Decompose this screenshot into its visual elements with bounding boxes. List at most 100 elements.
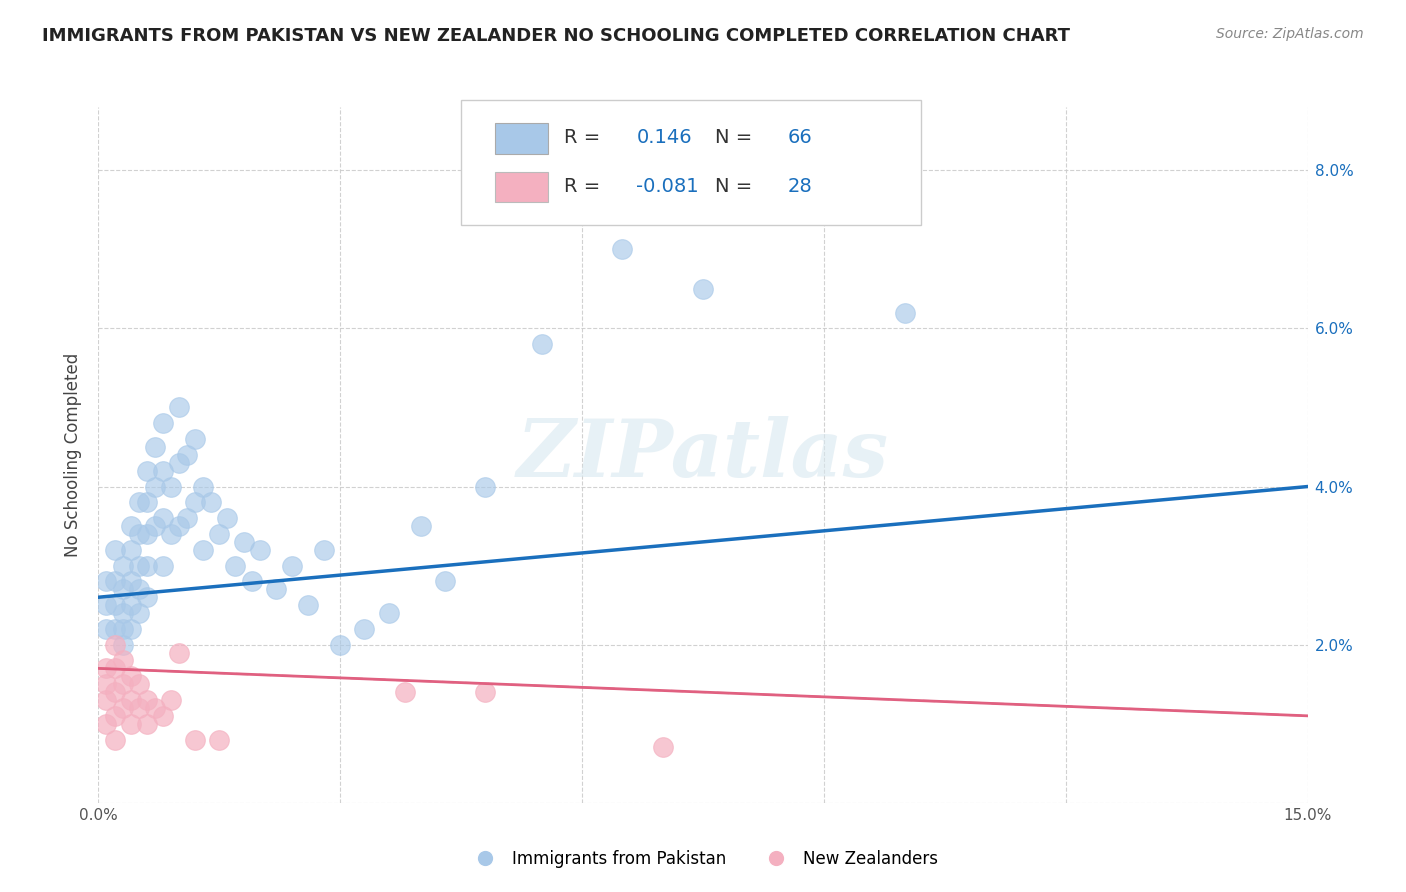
Point xyxy=(193,542,215,557)
Point xyxy=(128,495,150,509)
FancyBboxPatch shape xyxy=(495,172,548,202)
Point xyxy=(128,677,150,691)
Point xyxy=(297,598,319,612)
Point xyxy=(135,464,157,478)
Point xyxy=(232,534,254,549)
Point xyxy=(474,685,496,699)
Text: IMMIGRANTS FROM PAKISTAN VS NEW ZEALANDER NO SCHOOLING COMPLETED CORRELATION CHA: IMMIGRANTS FROM PAKISTAN VS NEW ZEALANDE… xyxy=(42,27,1070,45)
Point xyxy=(224,558,246,573)
Point xyxy=(377,606,399,620)
Point xyxy=(612,243,634,257)
Point xyxy=(208,732,231,747)
Point xyxy=(167,519,190,533)
Point xyxy=(353,622,375,636)
Point xyxy=(103,685,125,699)
Point xyxy=(167,401,190,415)
Point xyxy=(143,440,166,454)
FancyBboxPatch shape xyxy=(461,100,921,226)
Point xyxy=(152,511,174,525)
Point xyxy=(96,661,118,675)
Point xyxy=(184,732,207,747)
Text: N =: N = xyxy=(716,177,759,196)
Text: ZIPatlas: ZIPatlas xyxy=(517,417,889,493)
Point xyxy=(103,574,125,589)
Point xyxy=(111,622,134,636)
Point xyxy=(143,519,166,533)
Point xyxy=(128,558,150,573)
FancyBboxPatch shape xyxy=(495,123,548,153)
Point xyxy=(111,677,134,691)
Point xyxy=(160,693,183,707)
Point xyxy=(111,653,134,667)
Point xyxy=(111,606,134,620)
Point xyxy=(135,693,157,707)
Point xyxy=(208,527,231,541)
Point xyxy=(160,527,183,541)
Point xyxy=(692,282,714,296)
Point xyxy=(128,527,150,541)
Point xyxy=(96,693,118,707)
Point xyxy=(200,495,222,509)
Point xyxy=(143,701,166,715)
Point xyxy=(128,701,150,715)
Point xyxy=(240,574,263,589)
Text: Source: ZipAtlas.com: Source: ZipAtlas.com xyxy=(1216,27,1364,41)
Point xyxy=(217,511,239,525)
Point xyxy=(103,708,125,723)
Point xyxy=(394,685,416,699)
Point xyxy=(530,337,553,351)
Point xyxy=(128,582,150,597)
Point xyxy=(651,740,673,755)
Point xyxy=(120,669,142,683)
Point xyxy=(184,495,207,509)
Text: -0.081: -0.081 xyxy=(637,177,699,196)
Point xyxy=(176,448,198,462)
Point xyxy=(96,716,118,731)
Point xyxy=(152,417,174,431)
Text: 28: 28 xyxy=(787,177,813,196)
Point xyxy=(111,638,134,652)
Point xyxy=(103,638,125,652)
Point xyxy=(176,511,198,525)
Point xyxy=(120,716,142,731)
Y-axis label: No Schooling Completed: No Schooling Completed xyxy=(65,353,83,557)
Point xyxy=(103,732,125,747)
Point xyxy=(103,598,125,612)
Point xyxy=(103,622,125,636)
Text: N =: N = xyxy=(716,128,759,147)
Point xyxy=(281,558,304,573)
Point xyxy=(128,606,150,620)
Point xyxy=(434,574,457,589)
Point xyxy=(96,598,118,612)
Point xyxy=(167,646,190,660)
Point xyxy=(96,574,118,589)
Text: R =: R = xyxy=(564,128,606,147)
Point xyxy=(135,716,157,731)
Point xyxy=(111,582,134,597)
Point xyxy=(103,542,125,557)
Point xyxy=(264,582,287,597)
Point xyxy=(135,527,157,541)
Point xyxy=(193,479,215,493)
Point xyxy=(329,638,352,652)
Point xyxy=(111,701,134,715)
Point xyxy=(152,464,174,478)
Point xyxy=(167,456,190,470)
Point xyxy=(160,479,183,493)
Point xyxy=(314,542,336,557)
Point xyxy=(120,519,142,533)
Point xyxy=(184,432,207,446)
Point xyxy=(143,479,166,493)
Point xyxy=(120,622,142,636)
Point xyxy=(96,622,118,636)
Point xyxy=(474,479,496,493)
Point xyxy=(120,542,142,557)
Text: R =: R = xyxy=(564,177,606,196)
Point xyxy=(893,305,915,319)
Point xyxy=(96,677,118,691)
Point xyxy=(249,542,271,557)
Point xyxy=(120,574,142,589)
Point xyxy=(120,693,142,707)
Text: 0.146: 0.146 xyxy=(637,128,692,147)
Legend: Immigrants from Pakistan, New Zealanders: Immigrants from Pakistan, New Zealanders xyxy=(461,844,945,875)
